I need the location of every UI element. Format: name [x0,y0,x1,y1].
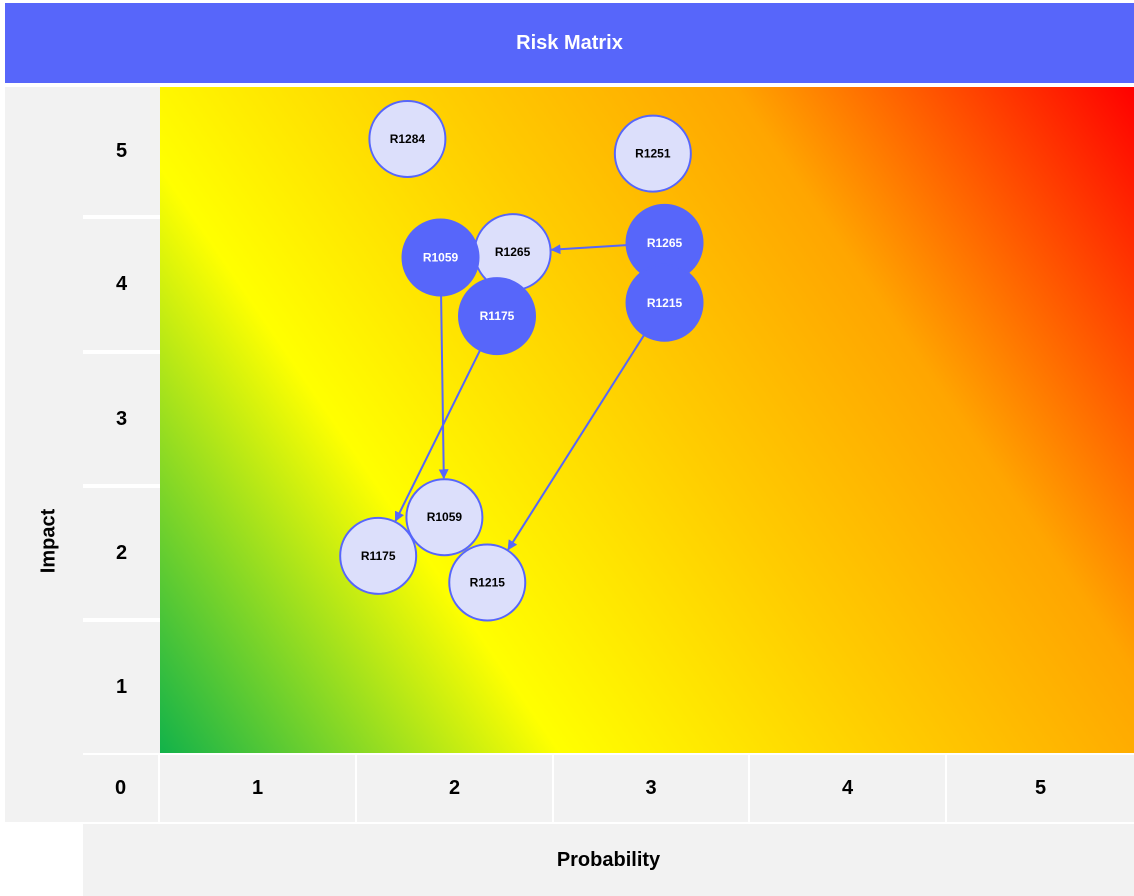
heatmap-background [160,87,1134,753]
risk-point-label: R1059 [427,510,463,524]
y-tick-1: 1 [83,622,160,753]
y-tick-3: 3 [83,354,160,486]
y-tick-5: 5 [83,87,160,217]
x-tick-0: 0 [83,755,158,822]
risk-point-r1215-current[interactable]: R1215 [625,263,704,342]
y-axis-label-cell: Impact [5,87,83,822]
risk-point-label: R1251 [635,147,671,161]
risk-point-circle[interactable] [458,277,537,356]
x-tick-2: 2 [357,755,552,822]
risk-point-label: R1175 [480,309,515,323]
risk-point-label: R1059 [423,250,459,264]
risk-point-r1059-target[interactable]: R1059 [405,478,484,557]
move-arrow-r1265-0 [550,244,629,255]
risk-point-circle[interactable] [339,516,418,595]
risk-matrix-plot: R1284 R1251 R1265 R1059 R1175 R1215 R1059 R1265… [160,87,1134,753]
risk-point-label: R1175 [361,549,396,563]
move-arrow-r1215-3 [507,332,647,551]
y-axis-label: Impact [37,508,60,574]
y-tick-2: 2 [83,488,160,620]
risk-point-label: R1284 [390,132,426,146]
risk-point-circle[interactable] [613,114,692,193]
risk-point-r1251-target[interactable]: R1251 [613,114,692,193]
risk-point-label: R1265 [495,245,531,259]
x-tick-1: 1 [160,755,355,822]
move-arrow-r1059-1 [438,293,449,480]
x-tick-5: 5 [947,755,1134,822]
risk-point-label: R1265 [647,236,683,250]
risk-point-circle[interactable] [625,263,704,342]
risk-point-label: R1215 [470,576,506,590]
x-tick-3: 3 [554,755,748,822]
risk-point-r1175-current[interactable]: R1175 [458,277,537,356]
plot-area: R1284 R1251 R1265 R1059 R1175 R1215 R1059 R1265… [160,87,1134,753]
y-tick-4: 4 [83,219,160,352]
x-axis-label: Probability [83,824,1134,896]
move-arrow-r1175-2 [394,347,482,522]
risk-point-r1175-target[interactable]: R1175 [339,516,418,595]
risk-point-circle[interactable] [368,99,447,178]
risk-point-label: R1215 [647,296,683,310]
risk-point-r1284-target[interactable]: R1284 [368,99,447,178]
chart-title: Risk Matrix [5,3,1134,83]
risk-point-r1215-target[interactable]: R1215 [448,543,527,622]
risk-point-circle[interactable] [405,478,484,557]
risk-point-r1059-current[interactable]: R1059 [401,218,480,297]
risk-point-circle[interactable] [448,543,527,622]
risk-point-circle[interactable] [401,218,480,297]
x-tick-4: 4 [750,755,945,822]
